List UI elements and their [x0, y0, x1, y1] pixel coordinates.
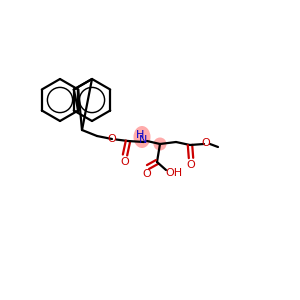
Text: N: N	[139, 135, 147, 145]
Text: O: O	[121, 157, 129, 167]
Text: O: O	[108, 134, 116, 144]
Text: O: O	[142, 169, 152, 179]
Ellipse shape	[154, 137, 166, 151]
Ellipse shape	[134, 126, 151, 148]
Text: O: O	[202, 138, 210, 148]
Text: OH: OH	[165, 168, 183, 178]
Text: O: O	[187, 160, 195, 170]
Text: H: H	[136, 130, 144, 140]
